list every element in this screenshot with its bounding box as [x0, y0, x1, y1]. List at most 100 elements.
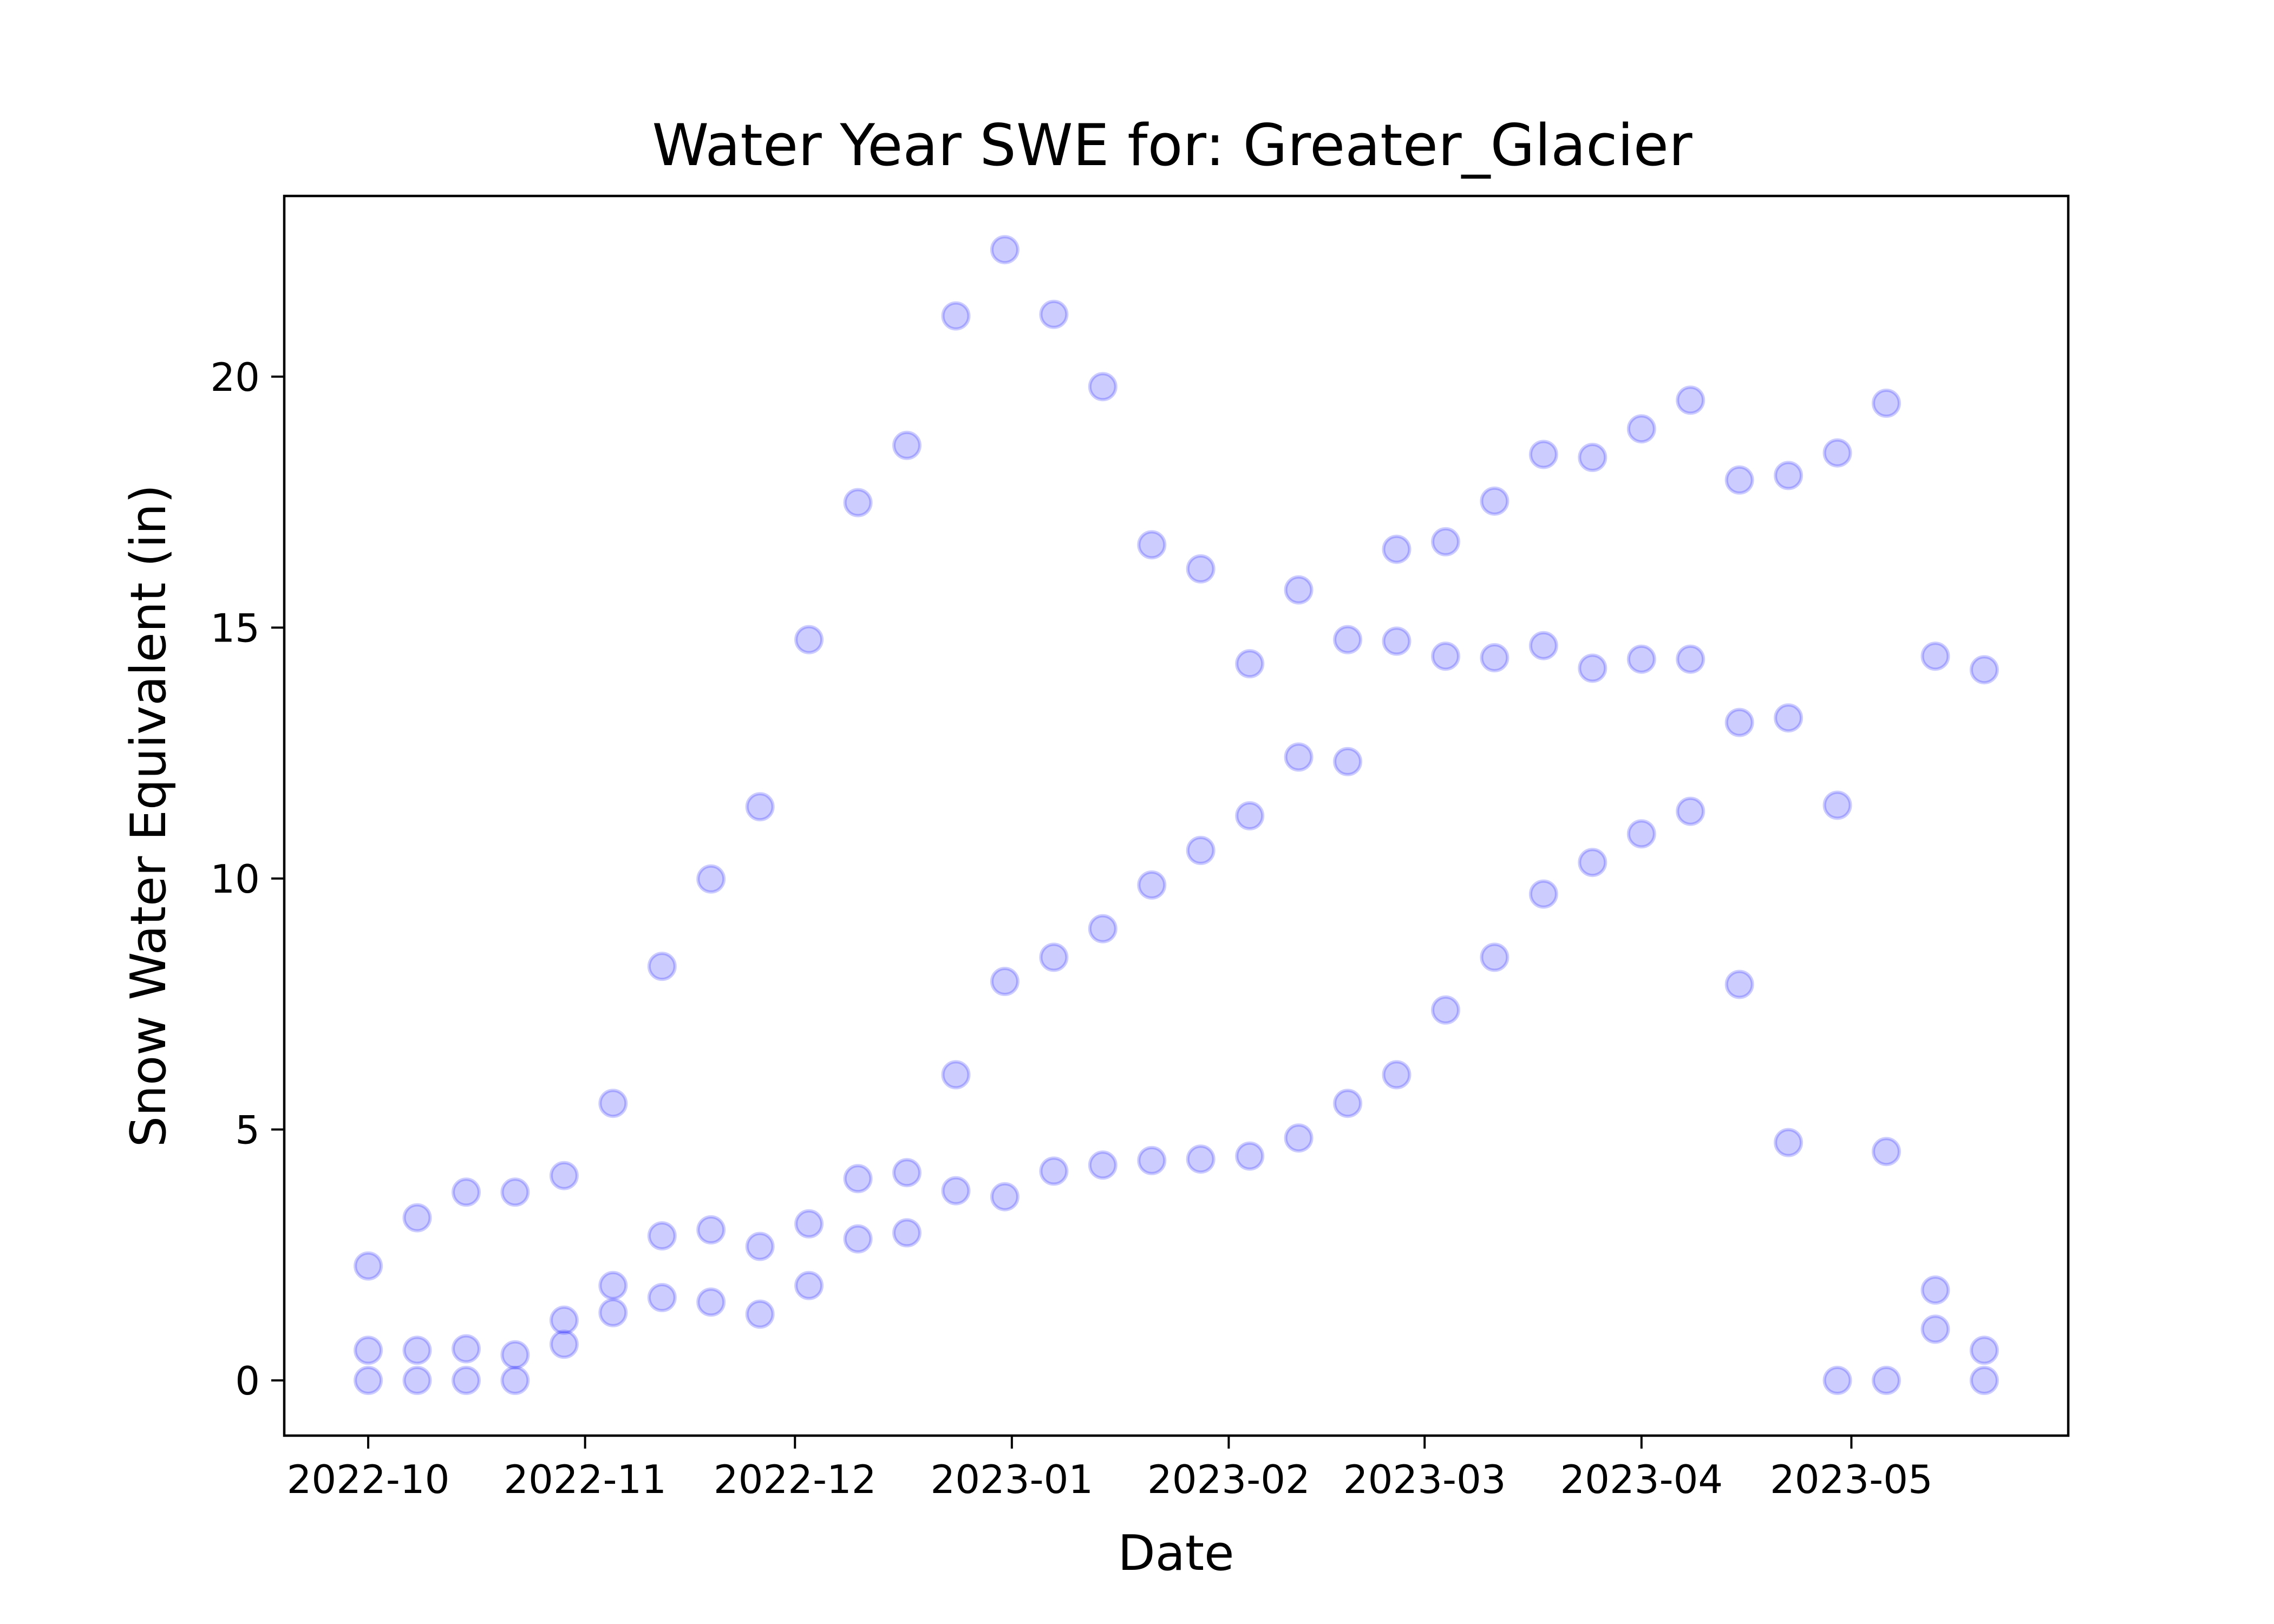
data-point: [1578, 443, 1608, 472]
y-tick-label: 20: [210, 355, 260, 400]
data-point: [892, 1218, 922, 1248]
data-point: [696, 1215, 726, 1245]
data-point: [990, 235, 1020, 265]
data-point: [1480, 643, 1510, 672]
data-point: [1431, 527, 1460, 556]
data-point: [1528, 879, 1558, 909]
data-point: [549, 1330, 579, 1359]
plot-frame: [283, 194, 2070, 1437]
data-point: [1724, 465, 1754, 495]
data-point: [1822, 790, 1852, 820]
data-point: [1382, 626, 1412, 656]
data-point: [354, 1335, 383, 1365]
data-point: [500, 1177, 530, 1207]
data-point: [1872, 1137, 1901, 1167]
data-point: [1872, 1366, 1901, 1395]
data-point: [598, 1271, 628, 1300]
data-point: [1480, 942, 1510, 972]
data-point: [1137, 870, 1167, 900]
data-point: [1284, 575, 1314, 605]
data-point: [1235, 1141, 1265, 1171]
data-point: [1578, 848, 1608, 878]
data-point: [990, 967, 1020, 996]
data-point: [1431, 641, 1460, 671]
data-point: [941, 301, 971, 331]
x-tick-label: 2023-01: [930, 1457, 1093, 1502]
data-point: [1724, 970, 1754, 999]
data-point: [402, 1335, 432, 1365]
data-point: [452, 1366, 481, 1395]
data-point: [1822, 1366, 1852, 1395]
data-point: [1186, 836, 1216, 865]
data-point: [794, 1209, 824, 1239]
x-tick-label: 2023-04: [1560, 1457, 1723, 1502]
data-point: [549, 1305, 579, 1335]
data-point: [1626, 414, 1656, 444]
x-tick-label: 2023-02: [1147, 1457, 1310, 1502]
data-point: [1088, 914, 1118, 944]
data-point: [1822, 438, 1852, 468]
y-axis-label: Snow Water Equivalent (in): [120, 484, 177, 1147]
data-point: [1137, 530, 1167, 560]
data-points: [354, 235, 1999, 1395]
data-point: [402, 1203, 432, 1233]
data-point: [1039, 1156, 1069, 1186]
data-point: [1676, 644, 1706, 674]
x-tick-label: 2023-05: [1770, 1457, 1933, 1502]
data-point: [1774, 1128, 1803, 1157]
y-tick-label: 15: [210, 605, 260, 651]
data-point: [1382, 534, 1412, 564]
data-point: [1969, 655, 1999, 685]
data-point: [1528, 440, 1558, 469]
data-point: [1480, 486, 1510, 516]
data-point: [1088, 1150, 1118, 1180]
data-point: [1088, 372, 1118, 402]
y-tick-label: 10: [210, 856, 260, 902]
data-point: [696, 1287, 726, 1317]
data-point: [1186, 1144, 1216, 1174]
data-point: [402, 1366, 432, 1395]
data-point: [1333, 625, 1363, 654]
data-point: [1969, 1366, 1999, 1395]
data-point: [1676, 796, 1706, 826]
data-point: [647, 1221, 677, 1250]
data-point: [745, 1299, 775, 1329]
y-axis: 0 5 10 15 20: [210, 355, 284, 1404]
data-point: [598, 1089, 628, 1118]
data-point: [1724, 708, 1754, 737]
data-point: [647, 1283, 677, 1312]
data-point: [1774, 703, 1803, 733]
data-point: [1039, 299, 1069, 329]
data-point: [549, 1161, 579, 1190]
data-point: [843, 1224, 873, 1254]
data-point: [941, 1060, 971, 1090]
data-point: [452, 1177, 481, 1207]
data-point: [1626, 644, 1656, 674]
x-tick-label: 2022-11: [504, 1457, 666, 1502]
data-point: [500, 1340, 530, 1370]
data-point: [1284, 1123, 1314, 1153]
data-point: [1333, 746, 1363, 776]
data-point: [354, 1366, 383, 1395]
x-tick-label: 2022-10: [287, 1457, 450, 1502]
data-point: [1920, 1275, 1950, 1305]
data-point: [1578, 653, 1608, 683]
data-point: [647, 952, 677, 981]
data-point: [1920, 641, 1950, 671]
data-point: [1774, 461, 1803, 490]
data-point: [892, 1158, 922, 1188]
data-point: [941, 1176, 971, 1206]
data-point: [1039, 942, 1069, 972]
data-point: [696, 864, 726, 894]
data-point: [1920, 1314, 1950, 1344]
data-point: [745, 1232, 775, 1261]
data-point: [1382, 1060, 1412, 1090]
data-point: [1284, 742, 1314, 772]
x-tick-label: 2023-03: [1343, 1457, 1506, 1502]
y-tick-label: 5: [235, 1107, 260, 1152]
data-point: [1235, 649, 1265, 679]
chart-title: Water Year SWE for: Greater_Glacier: [652, 112, 1693, 179]
data-point: [1676, 385, 1706, 415]
